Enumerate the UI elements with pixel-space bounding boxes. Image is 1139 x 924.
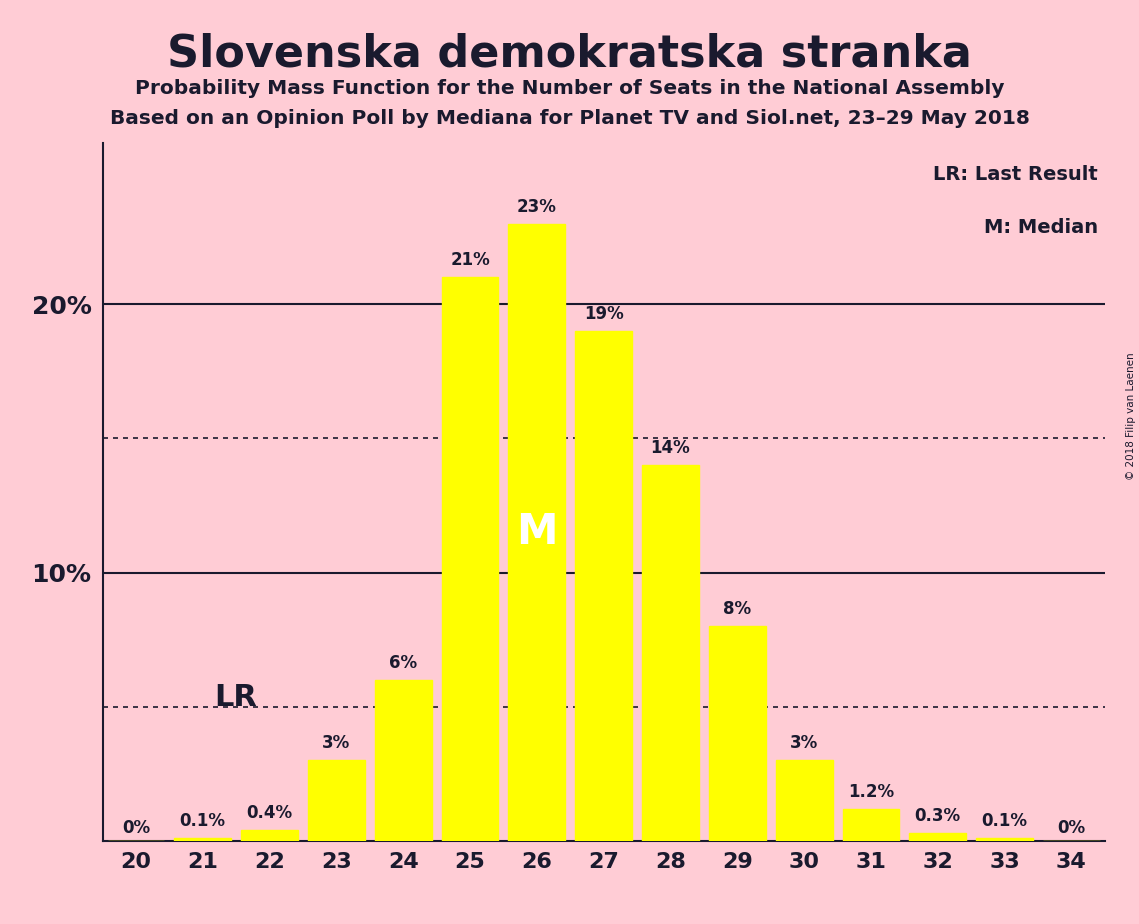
Bar bbox=[708, 626, 765, 841]
Bar bbox=[976, 838, 1033, 841]
Text: Probability Mass Function for the Number of Seats in the National Assembly: Probability Mass Function for the Number… bbox=[134, 79, 1005, 98]
Text: 0.4%: 0.4% bbox=[246, 804, 293, 822]
Bar bbox=[642, 465, 699, 841]
Text: 0.1%: 0.1% bbox=[180, 812, 226, 830]
Text: M: M bbox=[516, 511, 558, 553]
Text: M: Median: M: Median bbox=[984, 218, 1098, 237]
Text: 6%: 6% bbox=[390, 654, 417, 672]
Bar bbox=[174, 838, 231, 841]
Bar bbox=[375, 680, 432, 841]
Bar bbox=[308, 760, 364, 841]
Text: 14%: 14% bbox=[650, 439, 690, 457]
Text: © 2018 Filip van Laenen: © 2018 Filip van Laenen bbox=[1126, 352, 1136, 480]
Text: 1.2%: 1.2% bbox=[847, 783, 894, 800]
Text: LR: LR bbox=[215, 683, 257, 712]
Bar bbox=[508, 224, 565, 841]
Bar bbox=[575, 331, 632, 841]
Text: 3%: 3% bbox=[790, 735, 818, 752]
Bar bbox=[776, 760, 833, 841]
Text: 0%: 0% bbox=[1057, 819, 1085, 837]
Bar bbox=[241, 830, 298, 841]
Text: 0%: 0% bbox=[122, 819, 150, 837]
Text: 21%: 21% bbox=[450, 251, 490, 269]
Text: 0.3%: 0.3% bbox=[915, 807, 961, 825]
Bar bbox=[909, 833, 966, 841]
Text: LR: Last Result: LR: Last Result bbox=[933, 164, 1098, 184]
Text: Slovenska demokratska stranka: Slovenska demokratska stranka bbox=[167, 32, 972, 76]
Bar bbox=[442, 277, 499, 841]
Text: 19%: 19% bbox=[584, 305, 623, 323]
Text: 23%: 23% bbox=[517, 198, 557, 215]
Bar bbox=[843, 808, 900, 841]
Text: 0.1%: 0.1% bbox=[982, 812, 1027, 830]
Text: 8%: 8% bbox=[723, 601, 752, 618]
Text: 3%: 3% bbox=[322, 735, 351, 752]
Text: Based on an Opinion Poll by Mediana for Planet TV and Siol.net, 23–29 May 2018: Based on an Opinion Poll by Mediana for … bbox=[109, 109, 1030, 128]
